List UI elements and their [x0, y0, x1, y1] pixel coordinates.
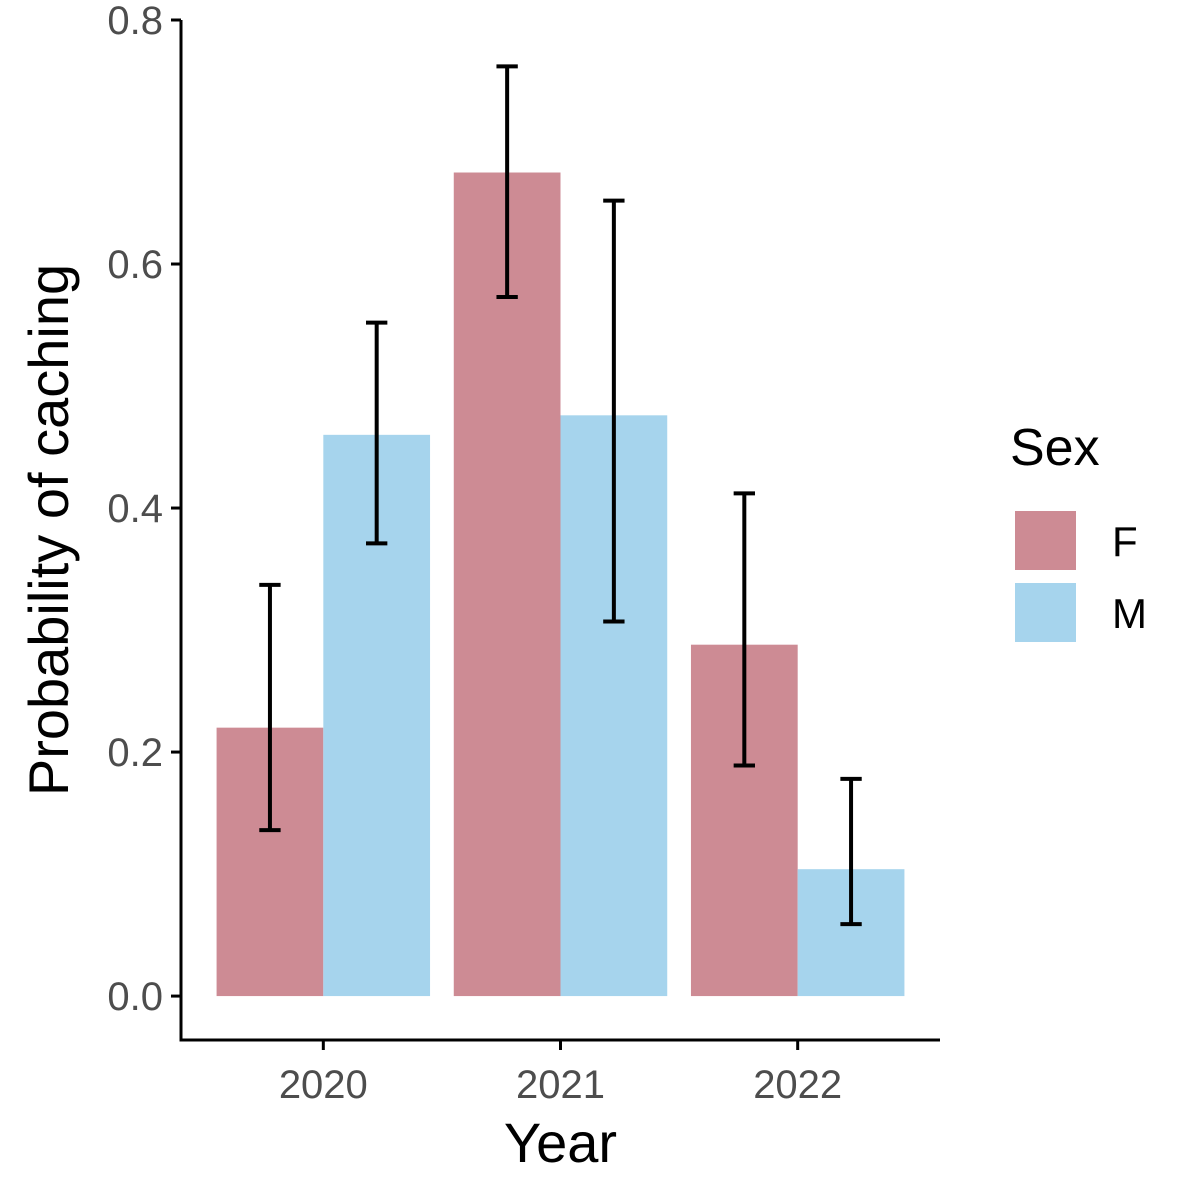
legend-key-F [1015, 511, 1076, 570]
y-tick-label: 0.6 [107, 243, 163, 287]
y-tick-label: 0.0 [107, 975, 163, 1019]
legend-label-F: F [1112, 518, 1138, 565]
y-ticks: 0.0 0.2 0.4 0.6 0.8 [107, 0, 181, 1019]
y-tick-label: 0.8 [107, 0, 163, 43]
bar-F-2021 [453, 172, 561, 997]
bars-layer [216, 172, 905, 997]
error-bar-M-2022 [840, 776, 862, 927]
legend-label-M: M [1112, 590, 1147, 637]
legend-key-M [1015, 583, 1076, 642]
legend: Sex FM [1010, 419, 1147, 642]
y-tick-label: 0.4 [107, 487, 163, 531]
x-axis-title: Year [504, 1111, 617, 1174]
y-tick-label: 0.2 [107, 731, 163, 775]
x-tick-label: 2022 [753, 1063, 842, 1107]
x-ticks: 2020 2021 2022 [279, 1040, 842, 1107]
error-bar-M-2020 [366, 320, 388, 546]
x-tick-label: 2020 [279, 1063, 368, 1107]
error-bar-F-2022 [733, 491, 755, 768]
y-axis-title: Probability of caching [17, 264, 80, 796]
error-bar-M-2021 [603, 198, 625, 624]
legend-item-M: M [1015, 583, 1147, 642]
error-bars-layer [259, 64, 862, 927]
legend-title: Sex [1010, 419, 1100, 477]
error-bar-F-2020 [259, 582, 281, 833]
legend-item-F: F [1015, 511, 1138, 570]
x-tick-label: 2021 [516, 1063, 605, 1107]
error-bar-F-2021 [496, 64, 518, 299]
